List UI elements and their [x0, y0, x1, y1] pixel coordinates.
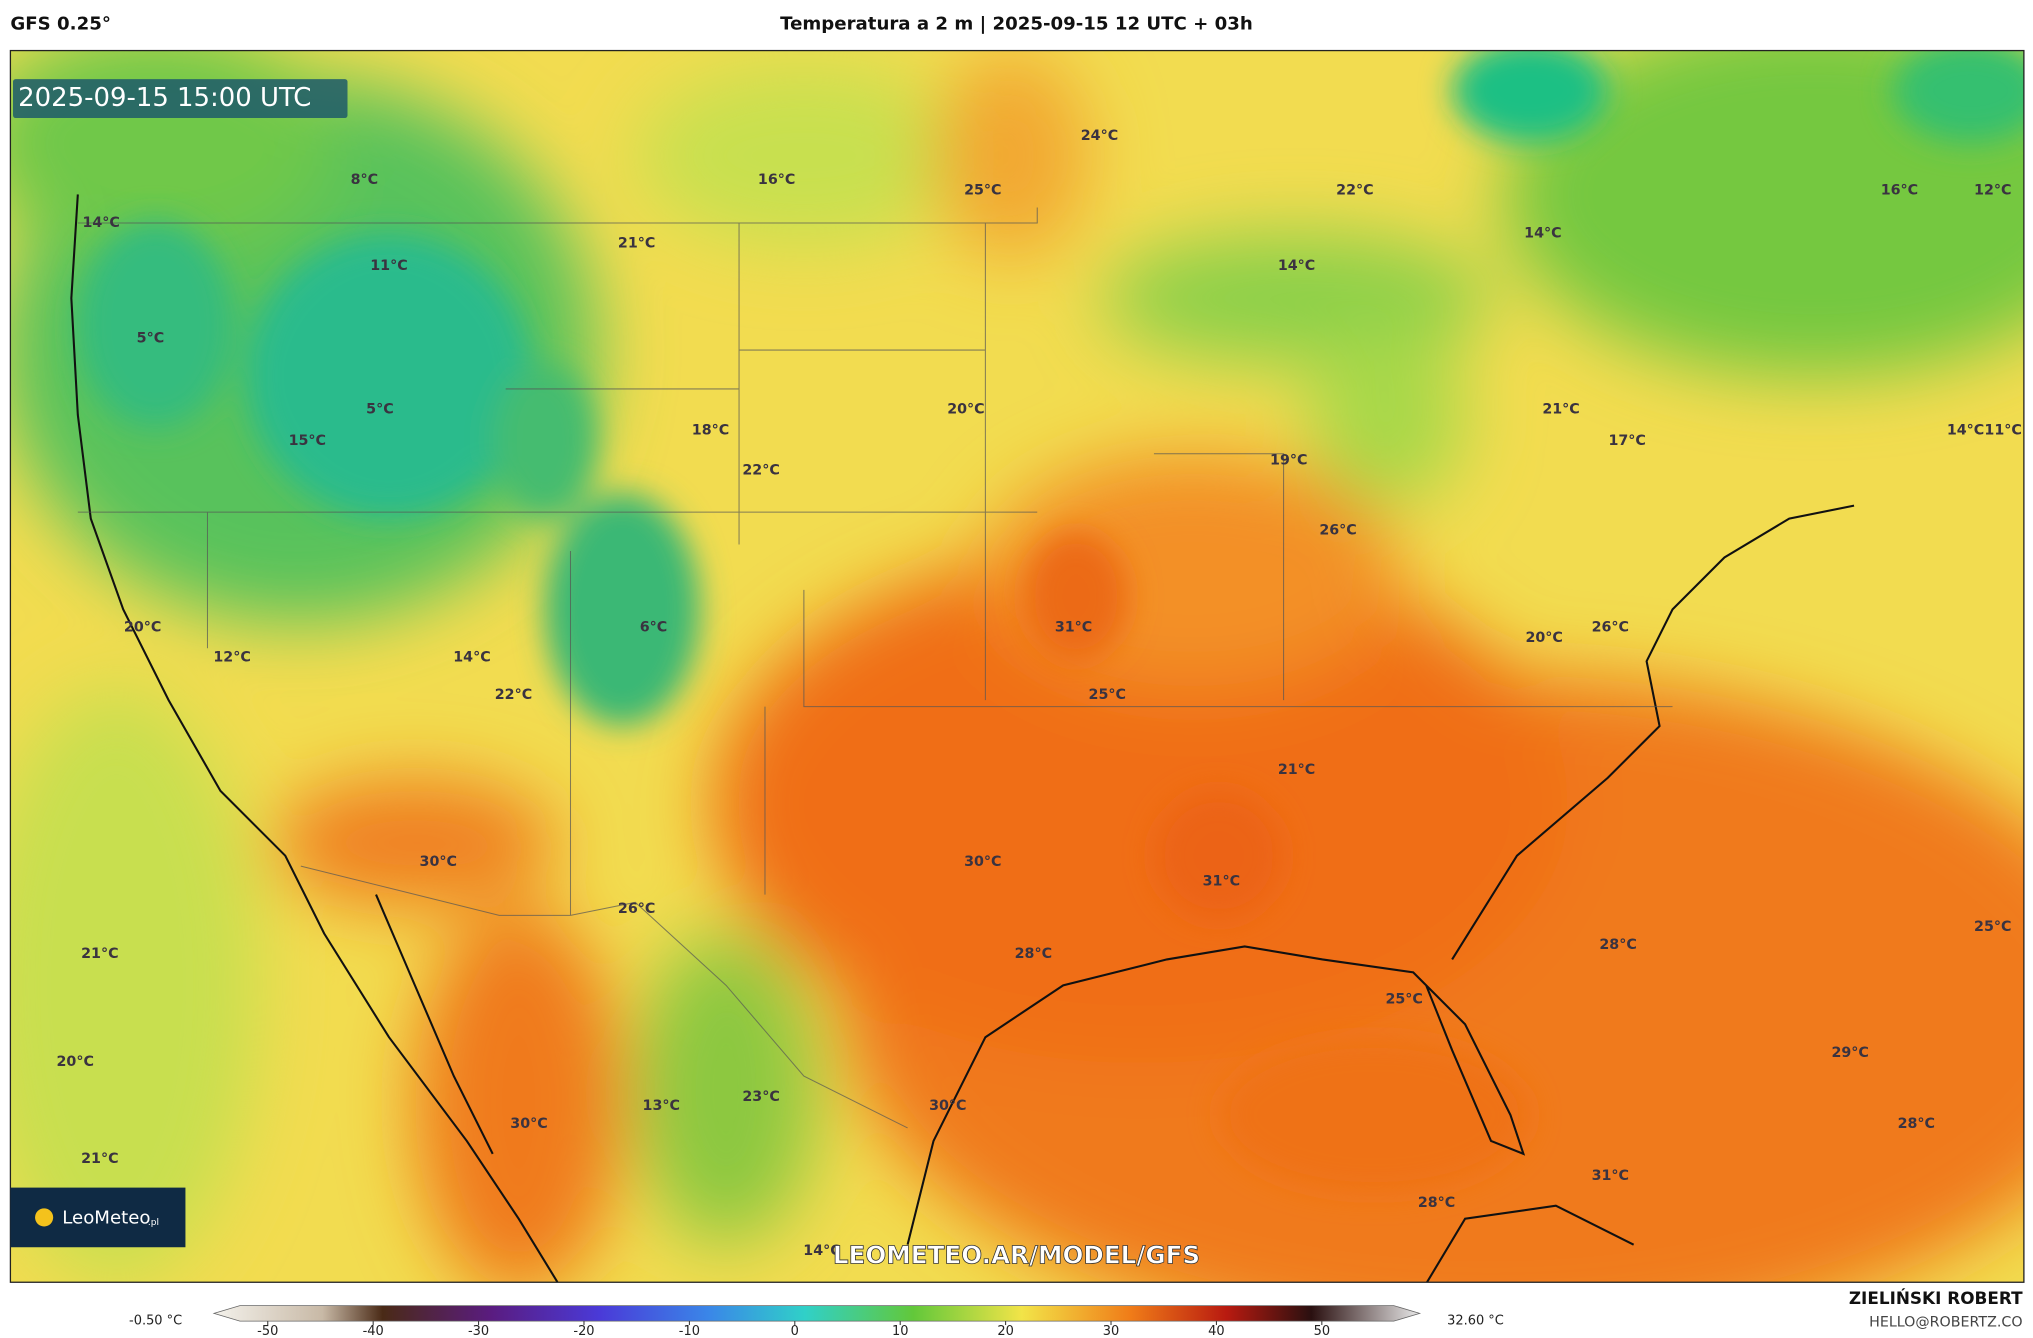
- coastlines: [70, 194, 1855, 1283]
- temp-label: 25°C: [1974, 919, 2011, 935]
- temp-label: 12°C: [213, 649, 250, 665]
- temp-label: 30°C: [964, 854, 1001, 870]
- temp-label: 11°C: [1984, 422, 2021, 438]
- temp-label: 22°C: [742, 463, 779, 479]
- map-title: Temperatura a 2 m | 2025-09-15 12 UTC + …: [780, 14, 1253, 35]
- colorbar: -50 -40 -30 -20 -10 0 10 20 30 40 50: [212, 1305, 1422, 1338]
- temp-label: 24°C: [1081, 128, 1118, 144]
- temp-label: 30°C: [929, 1098, 966, 1114]
- temp-label: 25°C: [1089, 687, 1126, 703]
- author-email: HELLO@ROBERTZ.CO: [1869, 1314, 2022, 1330]
- colorbar-tick-label: 40: [1208, 1324, 1224, 1338]
- temp-label: 20°C: [124, 620, 161, 636]
- temp-label: 29°C: [1831, 1045, 1868, 1061]
- temp-label: 28°C: [1015, 946, 1052, 962]
- colorbar-tick-label: -20: [573, 1324, 594, 1338]
- temp-label: 14°C: [1278, 258, 1315, 274]
- temp-label: 20°C: [1525, 630, 1562, 646]
- temp-label: 8°C: [351, 172, 379, 188]
- temperature-field: 8°C 16°C25°C24°C22°C 16°C 12°C14°C21°C11°C1…: [10, 50, 2024, 1283]
- temp-label: 5°C: [137, 330, 165, 346]
- temp-label: 26°C: [618, 901, 655, 917]
- temp-label: 23°C: [742, 1089, 779, 1105]
- watermark: LEOMETEO.AR/MODEL/GFS: [833, 1240, 1200, 1269]
- timestamp-box: [13, 79, 348, 118]
- colorbar-tick-label: 20: [997, 1324, 1013, 1338]
- temp-label: 18°C: [692, 422, 729, 438]
- temp-label: 28°C: [1418, 1195, 1455, 1211]
- temp-label: 21°C: [1542, 402, 1579, 418]
- author-name: ZIELIŃSKI ROBERT: [1849, 1287, 2023, 1308]
- colorbar-tick-label: -40: [363, 1324, 384, 1338]
- colorbar-tick-label: 10: [892, 1324, 908, 1338]
- temp-label: 14°C: [1947, 422, 1984, 438]
- temp-label: 14°C: [1524, 225, 1561, 241]
- temp-label: 21°C: [1278, 762, 1315, 778]
- borders: [77, 207, 1673, 1129]
- colorbar-tick-label: 50: [1314, 1324, 1330, 1338]
- temp-label: 6°C: [640, 620, 668, 636]
- logo-sun: [35, 1208, 54, 1227]
- temp-label: 26°C: [1592, 620, 1629, 636]
- temp-label: 21°C: [81, 1151, 118, 1167]
- temp-label: 16°C: [1881, 183, 1918, 199]
- temp-label: 14°C: [803, 1243, 840, 1259]
- temp-label: 26°C: [1319, 522, 1356, 538]
- colorbar-min: -0.50 °C: [129, 1314, 182, 1329]
- temp-label: 28°C: [1599, 937, 1636, 953]
- temp-label: 22°C: [1336, 183, 1373, 199]
- temp-label: 13°C: [643, 1098, 680, 1114]
- temp-label: 20°C: [947, 402, 984, 418]
- logo-text: LeoMeteo: [62, 1208, 150, 1229]
- colorbar-tick-label: 0: [791, 1324, 799, 1338]
- temp-label: 28°C: [1898, 1116, 1935, 1132]
- temp-label: 22°C: [495, 687, 532, 703]
- temp-label: 30°C: [420, 854, 457, 870]
- temp-label: 14°C: [453, 649, 490, 665]
- temp-label: 19°C: [1270, 452, 1307, 468]
- colorbar-ramp: [212, 1305, 1422, 1322]
- temp-label: 5°C: [366, 402, 394, 418]
- colorbar-tick-label: -50: [257, 1324, 278, 1338]
- temp-labels: 8°C 16°C25°C24°C22°C 16°C 12°C14°C21°C11°C1…: [57, 128, 2022, 1259]
- logo-suffix: .pl: [148, 1218, 159, 1228]
- temp-label: 21°C: [81, 946, 118, 962]
- temp-label: 31°C: [1592, 1168, 1629, 1184]
- temp-label: 12°C: [1974, 183, 2011, 199]
- map-frame: [9, 49, 2025, 1283]
- timestamp: 2025-09-15 15:00 UTC: [18, 83, 311, 113]
- temp-label: 31°C: [1203, 874, 1240, 890]
- model-label: GFS 0.25°: [10, 14, 111, 35]
- temp-label: 21°C: [618, 236, 655, 252]
- colorbar-tick-label: -30: [468, 1324, 489, 1338]
- temp-label: 15°C: [289, 433, 326, 449]
- temp-label: 17°C: [1608, 433, 1645, 449]
- temp-label: 31°C: [1055, 620, 1092, 636]
- colorbar-tick-label: 30: [1103, 1324, 1119, 1338]
- temp-label: 25°C: [964, 183, 1001, 199]
- colorbar-tick-label: -10: [679, 1324, 700, 1338]
- temp-label: 11°C: [370, 258, 407, 274]
- colorbar-max: 32.60 °C: [1447, 1314, 1504, 1329]
- temp-label: 25°C: [1385, 992, 1422, 1008]
- temp-label: 20°C: [57, 1054, 94, 1070]
- temp-label: 14°C: [82, 215, 119, 231]
- temp-label: 30°C: [510, 1116, 547, 1132]
- temp-label: 16°C: [758, 172, 795, 188]
